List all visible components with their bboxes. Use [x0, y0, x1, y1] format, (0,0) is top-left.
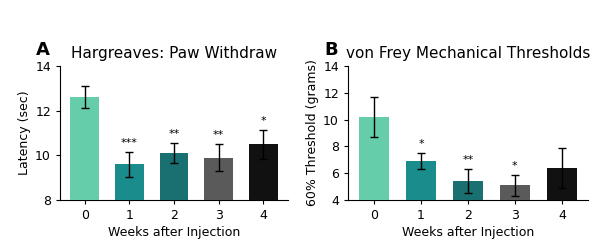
Bar [160, 153, 188, 244]
Text: ***: *** [121, 138, 138, 148]
Bar [115, 164, 144, 244]
X-axis label: Weeks after Injection: Weeks after Injection [108, 226, 240, 239]
Y-axis label: 60% Threshold (grams): 60% Threshold (grams) [306, 60, 319, 206]
Bar [248, 144, 278, 244]
Title: Hargreaves: Paw Withdraw: Hargreaves: Paw Withdraw [71, 46, 277, 61]
Text: B: B [324, 41, 338, 60]
Bar [547, 168, 577, 244]
Bar [406, 161, 436, 244]
Bar [359, 117, 389, 244]
Text: *: * [418, 139, 424, 149]
Y-axis label: Latency (sec): Latency (sec) [18, 91, 31, 175]
Text: *: * [260, 116, 266, 126]
Title: von Frey Mechanical Thresholds: von Frey Mechanical Thresholds [346, 46, 590, 61]
Bar [204, 158, 233, 244]
Text: **: ** [169, 129, 179, 139]
X-axis label: Weeks after Injection: Weeks after Injection [402, 226, 534, 239]
Text: A: A [36, 41, 50, 60]
Bar [70, 97, 100, 244]
Text: **: ** [213, 130, 224, 140]
Bar [453, 181, 483, 244]
Text: **: ** [463, 155, 473, 165]
Text: *: * [512, 161, 518, 171]
Bar [500, 185, 530, 244]
